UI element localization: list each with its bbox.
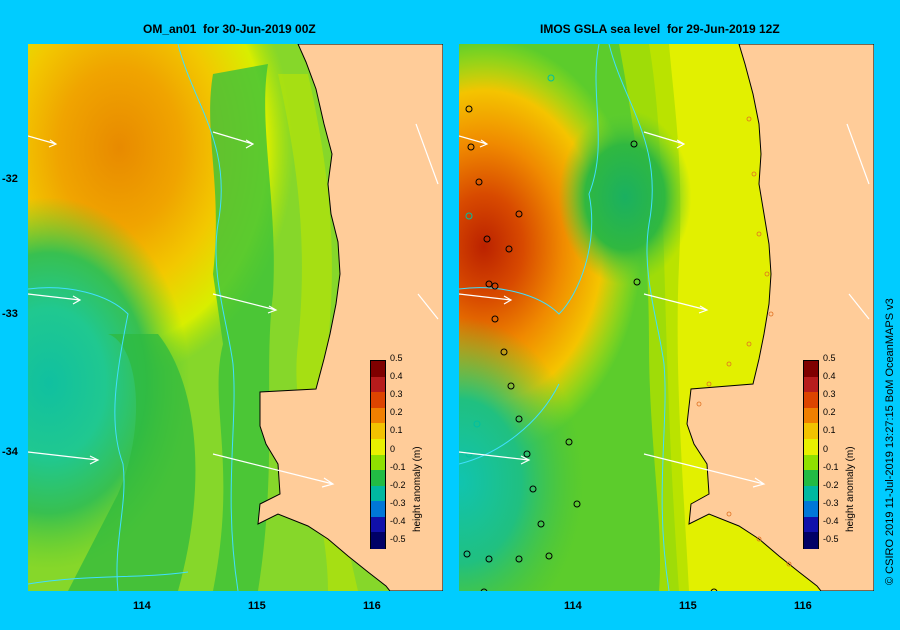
colorbar-tick-label: -0.4: [823, 515, 839, 526]
left-bathy-contour-3: [28, 571, 189, 585]
colorbar-swatch: [371, 407, 385, 425]
right-bathy-contour-2: [459, 44, 600, 315]
right-bathy-contour-3: [459, 383, 560, 465]
lat-tick-32: -32: [2, 173, 18, 185]
left-colorbar-label: height anomaly (m): [412, 446, 423, 532]
colorbar-swatch: [804, 516, 818, 534]
right-colorbar-swatches: [803, 360, 819, 549]
left-cool-strip: [68, 334, 196, 591]
left-current-vectors: [28, 123, 439, 488]
left-bathy-contour-1: [177, 44, 239, 591]
left-colorbar: 0.5 0.4 0.3 0.2 0.1 0 -0.1 -0.2 -0.3 -0.4 -0.5 hei…: [368, 353, 438, 560]
left-map[interactable]: [28, 44, 443, 591]
colorbar-swatch: [804, 532, 818, 549]
colorbar-tick-label: -0.1: [823, 461, 839, 472]
left-panel-title: OM_an01 for 30-Jun-2019 00Z: [143, 22, 316, 36]
colorbar-swatch: [371, 392, 385, 409]
colorbar-swatch: [804, 470, 818, 487]
credit-line: © CSIRO 2019 11-Jul-2019 13:27:15 BoM Oc…: [884, 298, 896, 585]
colorbar-tick-label: -0.5: [390, 534, 406, 544]
colorbar-swatch: [371, 516, 385, 534]
left-lon-tick-115: 115: [248, 600, 266, 612]
colorbar-swatch: [371, 423, 385, 440]
colorbar-swatch: [371, 438, 385, 456]
left-coastal-band: [278, 74, 358, 591]
right-altimeter-tracks: [463, 74, 718, 591]
colorbar-swatch: [371, 376, 385, 394]
colorbar-swatch: [804, 376, 818, 394]
lat-tick-34: -34: [2, 446, 18, 458]
left-offshore-trough: [210, 64, 274, 591]
right-bathy-contour-1: [608, 44, 670, 591]
colorbar-tick-label: 0.1: [823, 425, 836, 436]
left-land: [257, 44, 443, 591]
colorbar-tick-label: -0.2: [823, 479, 839, 490]
colorbar-swatch: [804, 438, 818, 456]
colorbar-tick-label: 0.5: [390, 353, 403, 363]
colorbar-swatch: [371, 501, 385, 518]
colorbar-swatch: [804, 392, 818, 409]
colorbar-swatch: [804, 501, 818, 518]
colorbar-swatch: [804, 485, 818, 503]
left-colorbar-swatches: [370, 360, 386, 549]
right-colorbar-label: height anomaly (m): [845, 446, 856, 532]
colorbar-swatch: [804, 454, 818, 472]
left-bathy-contour-2: [28, 287, 129, 591]
left-lon-tick-114: 114: [133, 600, 151, 612]
colorbar-tick-label: 0.3: [390, 389, 403, 400]
colorbar-swatch: [371, 361, 385, 378]
colorbar-tick-label: -0.3: [390, 497, 406, 508]
colorbar-tick-label: -0.4: [390, 515, 406, 526]
colorbar-swatch: [371, 470, 385, 487]
right-land: [686, 44, 874, 591]
left-colorbar-ticks: 0.5 0.4 0.3 0.2 0.1 0 -0.1 -0.2 -0.3 -0.4 -0.5: [390, 353, 420, 553]
colorbar-tick-label: -0.2: [390, 479, 406, 490]
right-current-vectors: [459, 123, 870, 488]
right-colorbar: 0.5 0.4 0.3 0.2 0.1 0 -0.1 -0.2 -0.3 -0.4 -0.5 hei…: [801, 353, 871, 560]
lat-tick-33: -33: [2, 308, 18, 320]
left-lon-tick-116: 116: [363, 600, 381, 612]
colorbar-tick-label: -0.5: [823, 534, 839, 544]
colorbar-swatch: [371, 454, 385, 472]
colorbar-swatch: [804, 423, 818, 440]
colorbar-tick-label: 0: [823, 443, 829, 454]
right-lon-tick-114: 114: [564, 600, 582, 612]
right-coastal-obs-markers: [696, 116, 792, 567]
right-panel-title: IMOS GSLA sea level for 29-Jun-2019 12Z: [540, 22, 780, 36]
colorbar-swatch: [371, 485, 385, 503]
colorbar-swatch: [804, 361, 818, 378]
colorbar-tick-label: 0.3: [823, 389, 836, 400]
colorbar-swatch: [804, 407, 818, 425]
right-colorbar-ticks: 0.5 0.4 0.3 0.2 0.1 0 -0.1 -0.2 -0.3 -0.4 -0.5: [823, 353, 853, 553]
colorbar-tick-label: 0.5: [823, 353, 836, 363]
colorbar-tick-label: -0.1: [390, 461, 406, 472]
colorbar-tick-label: 0.4: [823, 371, 836, 382]
right-lon-tick-115: 115: [679, 600, 697, 612]
colorbar-tick-label: 0: [390, 443, 396, 454]
colorbar-tick-label: 0.1: [390, 425, 403, 436]
colorbar-tick-label: 0.4: [390, 371, 403, 382]
colorbar-swatch: [371, 532, 385, 549]
right-lon-tick-116: 116: [794, 600, 812, 612]
colorbar-tick-label: 0.2: [823, 407, 836, 418]
colorbar-tick-label: 0.2: [390, 407, 403, 418]
colorbar-tick-label: -0.3: [823, 497, 839, 508]
